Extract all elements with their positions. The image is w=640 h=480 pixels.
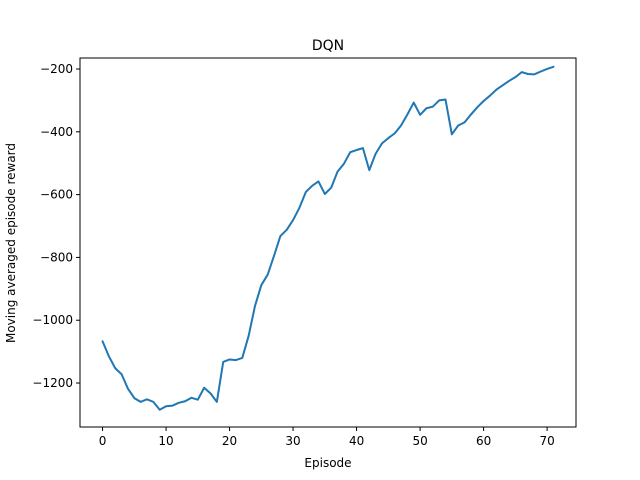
y-tick-label: −200: [40, 62, 73, 76]
x-tick-label: 30: [285, 434, 300, 448]
x-axis-ticks: 0 10 20 30 40 50 60 70: [99, 427, 555, 448]
x-tick-label: 70: [539, 434, 554, 448]
y-axis-label: Moving averaged episode reward: [4, 143, 18, 343]
x-tick-label: 20: [222, 434, 237, 448]
y-tick-label: −1200: [32, 376, 73, 390]
plot-frame: [79, 57, 577, 428]
x-tick-label: 50: [412, 434, 427, 448]
chart-title: DQN: [312, 38, 344, 54]
y-tick-label: −800: [40, 250, 73, 264]
series-line: [101, 65, 555, 411]
y-axis-ticks: −1200 −1000 −800 −600 −400 −200: [32, 62, 80, 390]
y-tick-label: −400: [40, 125, 73, 139]
y-tick-label: −1000: [32, 313, 73, 327]
x-axis-label: Episode: [304, 456, 351, 470]
x-tick-label: 0: [99, 434, 107, 448]
y-tick-label: −600: [40, 188, 73, 202]
x-tick-label: 10: [158, 434, 173, 448]
x-tick-label: 60: [476, 434, 491, 448]
x-tick-label: 40: [349, 434, 364, 448]
